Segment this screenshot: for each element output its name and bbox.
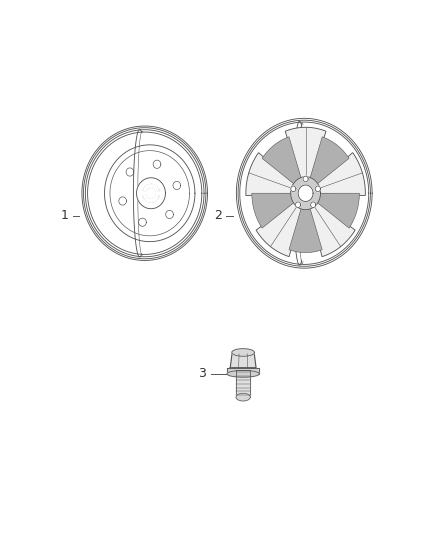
Polygon shape bbox=[144, 188, 147, 191]
Polygon shape bbox=[227, 368, 259, 374]
Polygon shape bbox=[227, 370, 259, 377]
Polygon shape bbox=[298, 185, 313, 201]
Polygon shape bbox=[296, 202, 300, 208]
Text: 3: 3 bbox=[198, 367, 206, 381]
Polygon shape bbox=[291, 177, 321, 209]
Polygon shape bbox=[310, 137, 349, 183]
Polygon shape bbox=[318, 193, 359, 228]
Polygon shape bbox=[230, 352, 256, 368]
Text: 1: 1 bbox=[61, 209, 69, 222]
Polygon shape bbox=[303, 176, 308, 182]
Polygon shape bbox=[262, 137, 301, 183]
Polygon shape bbox=[315, 186, 321, 192]
Polygon shape bbox=[291, 186, 296, 192]
Polygon shape bbox=[144, 195, 147, 198]
Polygon shape bbox=[155, 195, 158, 198]
Polygon shape bbox=[252, 193, 293, 228]
Polygon shape bbox=[155, 188, 158, 191]
Polygon shape bbox=[312, 152, 365, 196]
Polygon shape bbox=[232, 349, 254, 356]
Polygon shape bbox=[246, 152, 299, 196]
Polygon shape bbox=[143, 184, 159, 202]
Text: 2: 2 bbox=[215, 209, 223, 222]
Polygon shape bbox=[149, 184, 152, 188]
Polygon shape bbox=[236, 393, 250, 401]
Polygon shape bbox=[285, 127, 326, 185]
Polygon shape bbox=[241, 124, 367, 263]
Polygon shape bbox=[137, 177, 166, 209]
Polygon shape bbox=[256, 198, 304, 256]
Polygon shape bbox=[149, 199, 152, 202]
Polygon shape bbox=[311, 202, 316, 208]
Polygon shape bbox=[147, 189, 155, 198]
Polygon shape bbox=[236, 370, 250, 397]
Polygon shape bbox=[289, 209, 322, 253]
Polygon shape bbox=[308, 198, 355, 256]
